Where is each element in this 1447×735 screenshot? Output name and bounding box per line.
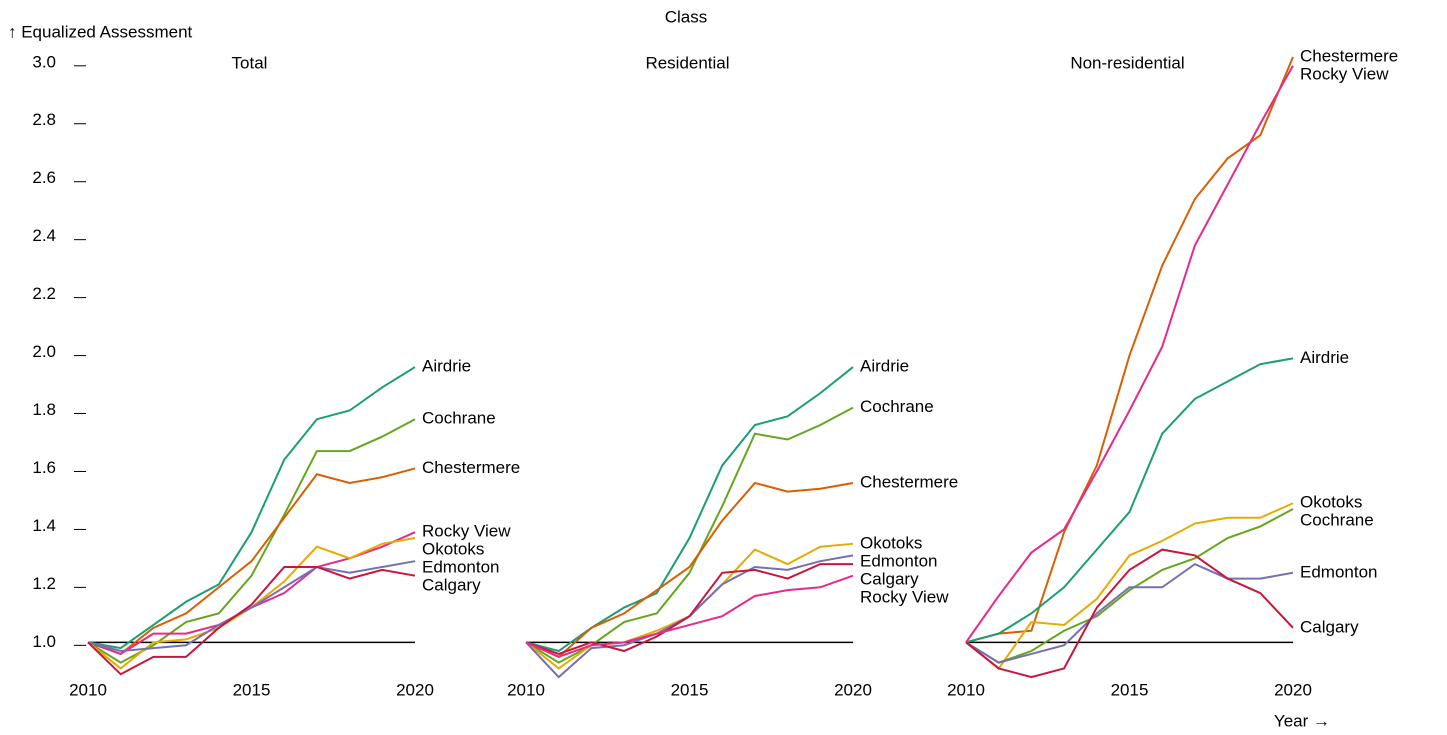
series-label: Calgary [422,576,481,595]
y-tick-label: 1.8 [32,400,56,419]
series-label: Airdrie [860,357,909,376]
y-tick-label: 1.4 [32,516,56,535]
series-label: Rocky View [860,587,949,606]
series-label: Cochrane [422,409,496,428]
series-line [87,418,416,664]
facet-title: Residential [645,53,729,72]
series-label: Chestermere [1300,46,1398,65]
series-line [525,481,854,658]
series-label: Cochrane [1300,511,1374,530]
series-label: Rocky View [1300,64,1389,83]
series-line [87,467,416,656]
y-tick-label: 1.2 [32,574,56,593]
series-label: Chestermere [860,472,958,491]
series-label: Edmonton [860,551,938,570]
series-label: Cochrane [860,397,934,416]
y-tick-label: 3.0 [32,52,56,71]
series-line [525,366,854,653]
series-label: Okotoks [1300,493,1362,512]
series-line [87,560,416,653]
series-line [965,357,1294,644]
series-label: Chestermere [422,458,520,477]
series-line [965,548,1294,679]
series-line [965,562,1294,664]
series-label: Okotoks [860,533,922,552]
series-label: Calgary [860,569,919,588]
x-tick-label: 2020 [396,680,434,699]
series-line [87,366,416,650]
series-line [87,565,416,676]
y-tick-label: 2.2 [32,284,56,303]
y-tick-label: 2.8 [32,110,56,129]
series-label: Airdrie [422,357,471,376]
series-line [525,563,853,655]
series-label: Edmonton [1300,562,1378,581]
series-line [525,406,854,664]
y-tick-label: 2.4 [32,226,56,245]
y-tick-label: 2.6 [32,168,56,187]
x-tick-label: 2010 [947,680,985,699]
x-tick-label: 2010 [69,680,107,699]
facet-title: Total [232,53,268,72]
x-tick-label: 2010 [507,680,545,699]
x-tick-label: 2015 [671,680,709,699]
series-line [965,508,1294,664]
series-label: Okotoks [422,540,484,559]
facet-title: Non-residential [1070,53,1184,72]
series-line [525,542,854,670]
x-tick-label: 2015 [233,680,271,699]
series-label: Airdrie [1300,348,1349,367]
facet-label: Class [665,7,708,26]
series-line [965,65,1294,643]
y-tick-label: 1.0 [32,632,56,651]
series-line [965,502,1294,670]
y-axis-label: ↑ Equalized Assessment [8,22,193,41]
x-tick-label: 2020 [1274,680,1312,699]
series-line [525,574,854,658]
series-label: Calgary [1300,617,1359,636]
series-label: Edmonton [422,558,500,577]
series-line [965,56,1294,644]
y-tick-label: 2.0 [32,342,56,361]
y-tick-label: 1.6 [32,458,56,477]
x-axis-label: Year → [1274,711,1330,730]
x-tick-label: 2020 [834,680,872,699]
x-tick-label: 2015 [1111,680,1149,699]
series-label: Rocky View [422,522,511,541]
